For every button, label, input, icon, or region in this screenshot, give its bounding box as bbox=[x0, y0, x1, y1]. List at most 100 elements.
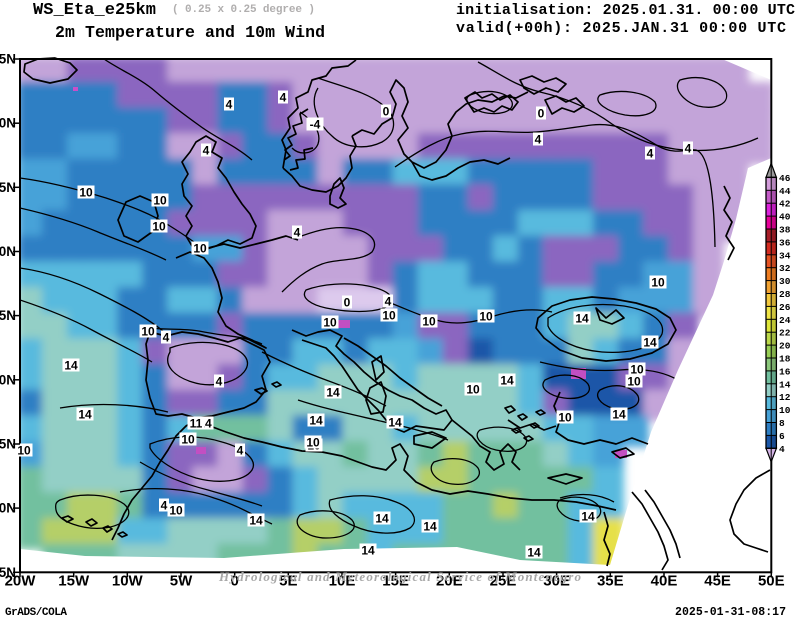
svg-text:16: 16 bbox=[779, 366, 791, 377]
svg-text:10: 10 bbox=[779, 405, 791, 416]
svg-text:14: 14 bbox=[575, 312, 589, 326]
svg-text:4: 4 bbox=[385, 295, 392, 309]
svg-text:25N: 25N bbox=[0, 565, 16, 580]
svg-text:14: 14 bbox=[423, 520, 437, 534]
svg-text:30E: 30E bbox=[543, 573, 570, 590]
svg-text:5E: 5E bbox=[279, 573, 297, 590]
svg-text:45E: 45E bbox=[704, 573, 731, 590]
svg-text:40N: 40N bbox=[0, 372, 16, 387]
svg-text:50N: 50N bbox=[0, 244, 16, 259]
svg-text:44: 44 bbox=[779, 186, 791, 197]
svg-text:0: 0 bbox=[538, 107, 545, 121]
svg-text:22: 22 bbox=[779, 328, 791, 339]
svg-text:50E: 50E bbox=[758, 573, 785, 590]
svg-text:35N: 35N bbox=[0, 437, 16, 452]
svg-text:20E: 20E bbox=[436, 573, 463, 590]
svg-text:14: 14 bbox=[326, 386, 340, 400]
svg-text:12: 12 bbox=[779, 392, 791, 403]
svg-text:14: 14 bbox=[500, 374, 514, 388]
svg-text:10: 10 bbox=[152, 220, 166, 234]
svg-text:10: 10 bbox=[479, 310, 493, 324]
svg-text:26: 26 bbox=[779, 302, 791, 313]
svg-text:Hydrological and Meteorologica: Hydrological and Meteorological Service … bbox=[218, 569, 582, 584]
svg-text:4: 4 bbox=[294, 226, 301, 240]
svg-text:14: 14 bbox=[527, 546, 541, 560]
svg-text:40: 40 bbox=[779, 212, 791, 223]
svg-text:10: 10 bbox=[169, 504, 183, 518]
svg-text:14: 14 bbox=[375, 512, 389, 526]
svg-text:10: 10 bbox=[630, 363, 644, 377]
svg-text:35E: 35E bbox=[597, 573, 624, 590]
svg-text:14: 14 bbox=[581, 510, 595, 524]
svg-text:18: 18 bbox=[779, 354, 791, 365]
svg-text:28: 28 bbox=[779, 289, 791, 300]
svg-text:46: 46 bbox=[779, 173, 791, 184]
svg-text:0: 0 bbox=[344, 296, 351, 310]
svg-text:10: 10 bbox=[558, 411, 572, 425]
svg-text:10: 10 bbox=[17, 444, 31, 458]
svg-text:14: 14 bbox=[64, 359, 78, 373]
svg-text:32: 32 bbox=[779, 263, 791, 274]
svg-text:30: 30 bbox=[779, 276, 791, 287]
svg-text:25E: 25E bbox=[490, 573, 517, 590]
svg-text:15E: 15E bbox=[382, 573, 409, 590]
svg-text:24: 24 bbox=[779, 315, 791, 326]
svg-text:10: 10 bbox=[651, 276, 665, 290]
svg-text:10: 10 bbox=[181, 433, 195, 447]
svg-text:10E: 10E bbox=[329, 573, 356, 590]
svg-text:14: 14 bbox=[249, 514, 263, 528]
svg-text:60N: 60N bbox=[0, 116, 16, 131]
svg-text:10: 10 bbox=[627, 375, 641, 389]
svg-text:10: 10 bbox=[382, 309, 396, 323]
svg-text:36: 36 bbox=[779, 237, 791, 248]
svg-text:4: 4 bbox=[203, 144, 210, 158]
svg-text:10: 10 bbox=[422, 315, 436, 329]
svg-text:38: 38 bbox=[779, 225, 791, 236]
svg-text:4: 4 bbox=[280, 91, 287, 105]
svg-text:14: 14 bbox=[309, 414, 323, 428]
svg-text:34: 34 bbox=[779, 250, 791, 261]
svg-text:14: 14 bbox=[779, 379, 791, 390]
svg-text:4: 4 bbox=[216, 375, 223, 389]
svg-text:14: 14 bbox=[612, 408, 626, 422]
svg-text:10: 10 bbox=[193, 242, 207, 256]
svg-text:2m Temperature and 10m Wind: 2m Temperature and 10m Wind bbox=[55, 23, 325, 42]
svg-text:65N: 65N bbox=[0, 52, 16, 67]
svg-text:4: 4 bbox=[535, 133, 542, 147]
svg-text:10: 10 bbox=[153, 194, 167, 208]
svg-text:15W: 15W bbox=[58, 573, 90, 590]
svg-text:20: 20 bbox=[779, 341, 791, 352]
svg-text:45N: 45N bbox=[0, 308, 16, 323]
svg-text:30N: 30N bbox=[0, 501, 16, 516]
svg-text:14: 14 bbox=[388, 416, 402, 430]
svg-text:14: 14 bbox=[361, 544, 375, 558]
svg-text:10: 10 bbox=[323, 316, 337, 330]
svg-text:10: 10 bbox=[466, 383, 480, 397]
svg-text:20W: 20W bbox=[5, 573, 37, 590]
svg-text:-4: -4 bbox=[310, 118, 321, 132]
svg-text:4: 4 bbox=[163, 331, 170, 345]
svg-text:4: 4 bbox=[161, 499, 168, 513]
svg-text:40E: 40E bbox=[651, 573, 678, 590]
svg-text:4: 4 bbox=[779, 444, 785, 455]
svg-text:2025-01-31-08:17: 2025-01-31-08:17 bbox=[675, 606, 786, 618]
svg-text:55N: 55N bbox=[0, 180, 16, 195]
svg-text:WS_Eta_e25km: WS_Eta_e25km bbox=[33, 1, 156, 20]
svg-text:4: 4 bbox=[685, 142, 692, 156]
svg-text:4: 4 bbox=[226, 98, 233, 112]
svg-text:10: 10 bbox=[141, 325, 155, 339]
svg-text:4: 4 bbox=[237, 444, 244, 458]
svg-text:5W: 5W bbox=[170, 573, 193, 590]
svg-text:10W: 10W bbox=[112, 573, 144, 590]
svg-text:14: 14 bbox=[78, 408, 92, 422]
svg-text:10: 10 bbox=[79, 186, 93, 200]
svg-text:( 0.25 x 0.25 degree ): ( 0.25 x 0.25 degree ) bbox=[172, 4, 315, 16]
svg-text:10: 10 bbox=[306, 436, 320, 450]
svg-text:11: 11 bbox=[190, 417, 203, 431]
svg-text:42: 42 bbox=[779, 199, 791, 210]
svg-text:4: 4 bbox=[647, 147, 654, 161]
svg-text:valid(+00h): 2025.JAN.31 00:00: valid(+00h): 2025.JAN.31 00:00 UTC bbox=[456, 20, 786, 37]
svg-text:14: 14 bbox=[643, 336, 657, 350]
svg-text:GrADS/COLA: GrADS/COLA bbox=[5, 607, 67, 618]
svg-text:initialisation: 2025.01.31. 00: initialisation: 2025.01.31. 00:00 UTC bbox=[456, 2, 795, 19]
